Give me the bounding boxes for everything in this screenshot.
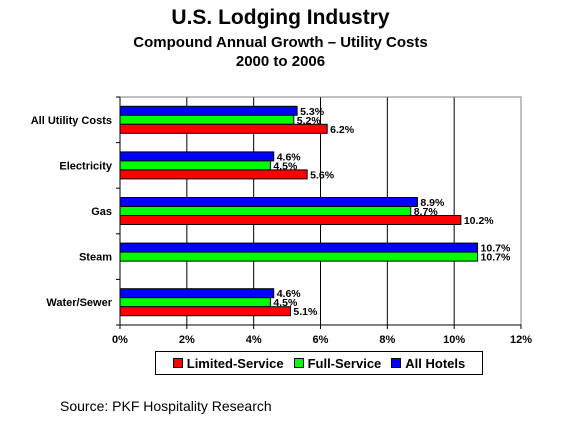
- bar: [119, 169, 308, 180]
- data-label: 4.6%: [277, 288, 302, 300]
- source-note: Source: PKF Hospitality Research: [60, 398, 272, 414]
- bar: [119, 297, 271, 308]
- legend-item-all: All Hotels: [391, 356, 465, 371]
- bar: [119, 242, 479, 253]
- data-label: 6.2%: [330, 124, 355, 136]
- legend-swatch-limited: [172, 358, 183, 368]
- data-label: 5.6%: [310, 169, 335, 181]
- bar: [119, 251, 479, 262]
- legend-item-limited: Limited-Service: [172, 355, 284, 371]
- bar: [119, 160, 271, 171]
- data-label: 5.3%: [300, 106, 325, 118]
- data-label: 10.7%: [481, 243, 511, 255]
- category-label: Water/Sewer: [46, 297, 112, 309]
- category-label: Steam: [79, 252, 112, 264]
- bar: [119, 151, 275, 162]
- x-tick-label: 10%: [443, 334, 465, 346]
- bar: [119, 306, 291, 317]
- legend-label-limited: Limited-Service: [186, 355, 284, 371]
- bar: [119, 105, 298, 116]
- legend-label-all: All Hotels: [405, 355, 466, 371]
- bar: [119, 114, 295, 125]
- bar: [119, 123, 328, 134]
- x-tick-label: 12%: [510, 334, 532, 346]
- legend: Limited-Service Full-Service All Hotels: [155, 351, 483, 375]
- x-tick-label: 4%: [246, 334, 262, 346]
- legend-swatch-all: [391, 358, 402, 368]
- data-label: 5.1%: [293, 306, 318, 318]
- legend-item-full: Full-Service: [293, 355, 382, 371]
- category-label: Electricity: [59, 160, 112, 172]
- legend-label-full: Full-Service: [307, 355, 382, 371]
- bar: [119, 288, 275, 299]
- legend-swatch-full: [293, 358, 304, 368]
- x-tick-label: 2%: [179, 334, 195, 346]
- bar: [119, 215, 462, 225]
- x-tick-label: 8%: [379, 334, 395, 346]
- data-label: 8.9%: [420, 197, 445, 209]
- chart-title: U.S. Lodging Industry: [171, 6, 390, 29]
- chart-period: 2000 to 2006: [235, 53, 326, 70]
- x-tick-label: 0%: [112, 334, 128, 346]
- bar: [119, 197, 418, 207]
- category-label: Gas: [91, 206, 112, 218]
- category-label: All Utility Costs: [31, 115, 112, 127]
- data-label: 4.6%: [277, 151, 302, 163]
- data-label: 10.2%: [464, 215, 494, 227]
- data-label: 10.7%: [481, 252, 511, 264]
- chart-subtitle: Compound Annual Growth – Utility Costs: [133, 34, 428, 51]
- x-tick-label: 6%: [313, 334, 329, 346]
- bar: [119, 206, 412, 216]
